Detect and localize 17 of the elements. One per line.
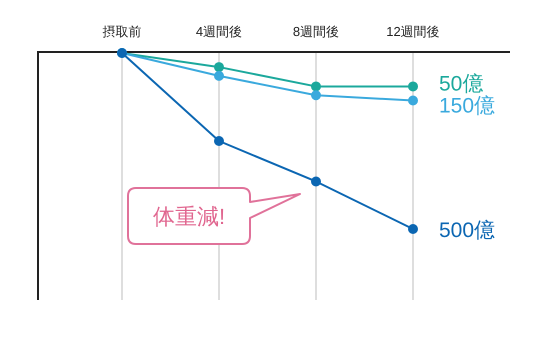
x-tick-label: 4週間後 [196, 24, 242, 39]
annotation: 体重減! [152, 204, 226, 229]
x-tick-label: 摂取前 [102, 24, 142, 39]
point [214, 62, 224, 72]
point [214, 136, 224, 146]
point [214, 70, 224, 81]
series-label: 50億 [439, 72, 484, 96]
x-tick-label: 12週間後 [386, 24, 440, 39]
series-label: 500億 [439, 219, 496, 242]
point [408, 224, 418, 234]
x-tick-label: 8週間後 [292, 24, 340, 39]
series-label: 150億 [439, 94, 496, 118]
point [408, 81, 418, 92]
point [311, 176, 321, 186]
point [311, 81, 321, 92]
point [408, 96, 418, 106]
point [311, 90, 321, 100]
